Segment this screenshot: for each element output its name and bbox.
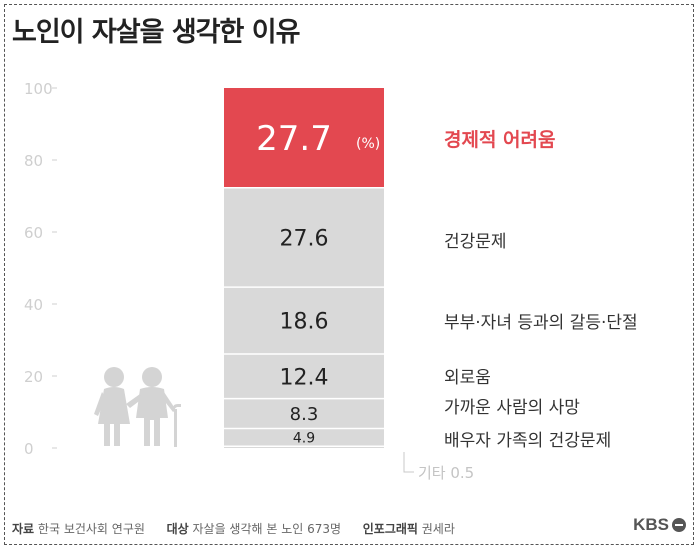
category-label: 건강문제 <box>444 232 507 252</box>
bar-segment <box>224 354 384 399</box>
source-label: 자료 <box>12 522 35 536</box>
category-label: 가까운 사람의 사망 <box>444 398 580 418</box>
kbs-logo: KBS <box>633 515 686 535</box>
y-tick-label: 80 <box>24 152 43 170</box>
category-label: 배우자 가족의 건강문제 <box>444 431 611 451</box>
bar-value-label: 27.6 <box>280 226 329 251</box>
bar-segment <box>224 88 384 188</box>
bar-value-label: 18.6 <box>280 309 329 334</box>
bar-segment <box>224 398 384 429</box>
graphic-label: 인포그래픽 <box>362 522 418 536</box>
category-labels: 배우자 가족의 건강문제 가까운 사람의 사망 외로움 부부·자녀 등과의 갈등·단절… <box>444 129 638 451</box>
elderly-couple-icon <box>94 367 181 447</box>
bar-value-label: 27.7 <box>256 119 332 159</box>
value-labels: 기타 0.5 4.9 8.3 12.4 18.6 27.6 27.7 (%) <box>256 119 474 482</box>
y-tick-label: 40 <box>24 296 43 314</box>
graphic-value: 권세라 <box>421 522 455 536</box>
source-footer: 자료 한국 보건사회 연구원 대상 자살을 생각해 본 노인 673명 인포그래… <box>12 520 455 537</box>
y-tick-label: 60 <box>24 224 43 242</box>
source-value: 한국 보건사회 연구원 <box>37 522 145 536</box>
category-label: 경제적 어려움 <box>444 129 556 151</box>
unit-label: (%) <box>356 136 380 152</box>
other-leader-line <box>403 452 414 473</box>
y-tick-label: 0 <box>24 440 34 458</box>
y-tick-label: 100 <box>24 80 53 98</box>
other-value-label: 기타 0.5 <box>418 464 474 482</box>
page-title: 노인이 자살을 생각한 이유 <box>12 17 300 48</box>
stacked-bar-chart: 0 20 40 60 80 100 기타 0.5 4.9 8.3 12.4 18.6 27.6 27.… <box>24 80 638 482</box>
bar-segment <box>224 187 384 288</box>
category-label: 외로움 <box>444 368 491 388</box>
border-frame <box>4 4 694 545</box>
kbs-logo-text: KBS <box>633 515 669 534</box>
bar-segment <box>224 287 384 355</box>
bar-segment <box>224 446 384 448</box>
bar-value-label: 4.9 <box>293 430 315 446</box>
bar-stack <box>224 88 384 448</box>
kbs-logo-disc-icon <box>672 518 686 532</box>
y-tick-label: 20 <box>24 368 43 386</box>
subject-label: 대상 <box>166 522 189 536</box>
bar-segment <box>224 428 384 447</box>
subject-value: 자살을 생각해 본 노인 673명 <box>192 522 342 536</box>
bar-value-label: 12.4 <box>280 365 329 390</box>
y-axis: 0 20 40 60 80 100 <box>24 80 57 458</box>
category-label: 부부·자녀 등과의 갈등·단절 <box>444 313 638 333</box>
bar-value-label: 8.3 <box>290 404 319 425</box>
